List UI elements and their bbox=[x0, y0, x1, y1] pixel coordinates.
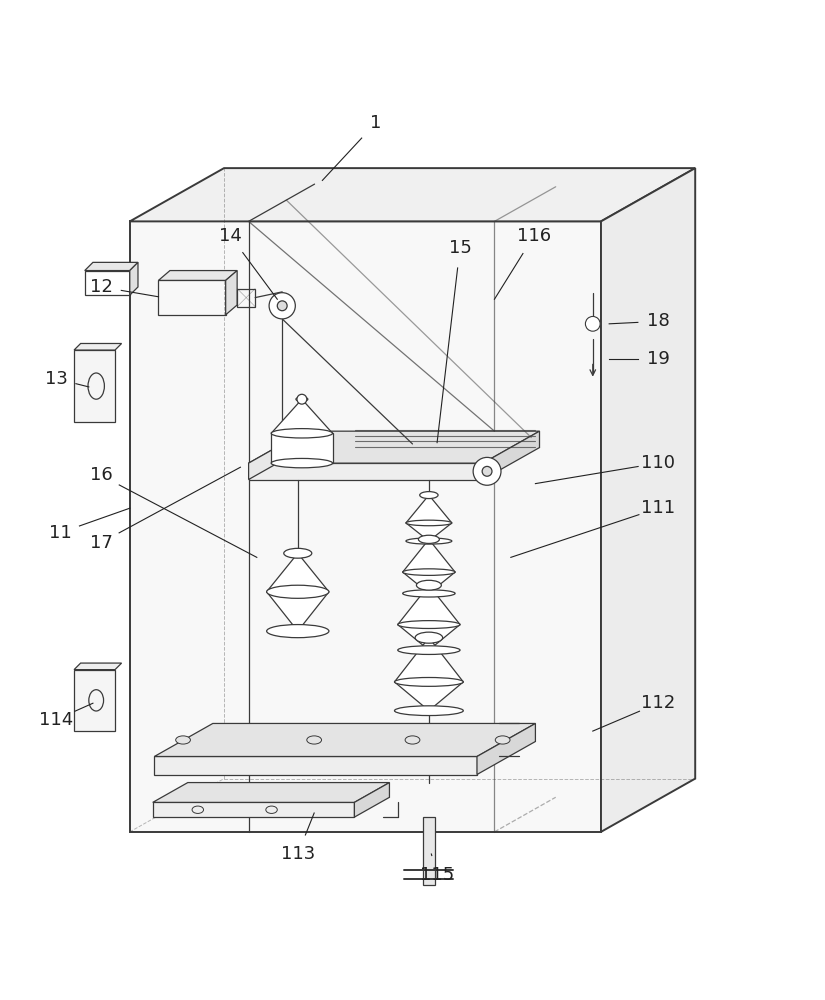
Polygon shape bbox=[601, 168, 695, 832]
Polygon shape bbox=[271, 433, 332, 463]
Ellipse shape bbox=[420, 492, 438, 499]
Polygon shape bbox=[85, 262, 138, 271]
Polygon shape bbox=[483, 431, 540, 480]
Polygon shape bbox=[406, 495, 452, 523]
Polygon shape bbox=[403, 572, 455, 593]
Polygon shape bbox=[398, 625, 460, 650]
Ellipse shape bbox=[406, 538, 452, 544]
Text: 114: 114 bbox=[39, 711, 73, 729]
Text: 16: 16 bbox=[90, 466, 112, 484]
Bar bbox=[130, 221, 601, 832]
Circle shape bbox=[269, 293, 295, 319]
Circle shape bbox=[474, 457, 501, 485]
Ellipse shape bbox=[266, 806, 277, 813]
Text: 110: 110 bbox=[641, 454, 676, 472]
Polygon shape bbox=[406, 523, 452, 541]
Ellipse shape bbox=[271, 458, 332, 468]
Circle shape bbox=[482, 466, 492, 476]
Polygon shape bbox=[130, 168, 695, 221]
Circle shape bbox=[277, 301, 287, 311]
Polygon shape bbox=[248, 431, 540, 463]
Ellipse shape bbox=[296, 397, 308, 401]
Bar bbox=[248, 463, 483, 480]
Ellipse shape bbox=[307, 736, 322, 744]
Ellipse shape bbox=[88, 373, 105, 399]
Polygon shape bbox=[271, 399, 332, 433]
Ellipse shape bbox=[405, 736, 420, 744]
Ellipse shape bbox=[495, 736, 510, 744]
Ellipse shape bbox=[394, 677, 464, 686]
Text: 116: 116 bbox=[516, 227, 551, 245]
Polygon shape bbox=[153, 783, 389, 802]
Polygon shape bbox=[394, 638, 464, 682]
Bar bbox=[153, 802, 355, 817]
Ellipse shape bbox=[266, 625, 329, 638]
Ellipse shape bbox=[266, 585, 329, 598]
Polygon shape bbox=[226, 271, 237, 315]
Ellipse shape bbox=[403, 569, 455, 575]
Polygon shape bbox=[158, 271, 237, 280]
Text: 18: 18 bbox=[647, 312, 670, 330]
Text: 13: 13 bbox=[45, 370, 68, 388]
Ellipse shape bbox=[176, 736, 191, 744]
Text: 115: 115 bbox=[420, 866, 455, 884]
Bar bbox=[74, 350, 115, 422]
Polygon shape bbox=[355, 783, 389, 817]
Ellipse shape bbox=[398, 646, 460, 654]
Ellipse shape bbox=[398, 621, 460, 628]
Bar bbox=[154, 756, 477, 775]
Polygon shape bbox=[398, 585, 460, 625]
Ellipse shape bbox=[406, 520, 452, 526]
Ellipse shape bbox=[403, 590, 455, 597]
Ellipse shape bbox=[271, 429, 332, 438]
Ellipse shape bbox=[415, 632, 443, 643]
Ellipse shape bbox=[284, 548, 312, 558]
Ellipse shape bbox=[192, 806, 204, 813]
Bar bbox=[423, 817, 435, 885]
Bar bbox=[237, 289, 255, 307]
Text: 11: 11 bbox=[49, 524, 72, 542]
Polygon shape bbox=[154, 723, 535, 756]
Text: 14: 14 bbox=[219, 227, 242, 245]
Text: 15: 15 bbox=[449, 239, 471, 257]
Bar bbox=[158, 280, 226, 315]
Polygon shape bbox=[130, 262, 138, 295]
Polygon shape bbox=[74, 663, 121, 670]
Polygon shape bbox=[403, 539, 455, 572]
Text: 17: 17 bbox=[90, 534, 112, 552]
Ellipse shape bbox=[417, 580, 441, 590]
Ellipse shape bbox=[89, 690, 104, 711]
Text: 19: 19 bbox=[647, 350, 670, 368]
Ellipse shape bbox=[418, 535, 440, 543]
Polygon shape bbox=[266, 553, 329, 592]
Text: 113: 113 bbox=[280, 845, 315, 863]
Polygon shape bbox=[74, 343, 121, 350]
Polygon shape bbox=[394, 682, 464, 711]
Polygon shape bbox=[266, 592, 329, 631]
Circle shape bbox=[586, 316, 600, 331]
Text: 112: 112 bbox=[641, 694, 676, 712]
Polygon shape bbox=[477, 723, 535, 775]
Bar bbox=[85, 271, 130, 295]
Text: 111: 111 bbox=[641, 499, 676, 517]
Bar bbox=[74, 670, 115, 731]
Ellipse shape bbox=[394, 706, 464, 716]
Circle shape bbox=[297, 394, 307, 404]
Text: 12: 12 bbox=[90, 278, 112, 296]
Polygon shape bbox=[248, 431, 305, 480]
Text: 1: 1 bbox=[370, 114, 381, 132]
